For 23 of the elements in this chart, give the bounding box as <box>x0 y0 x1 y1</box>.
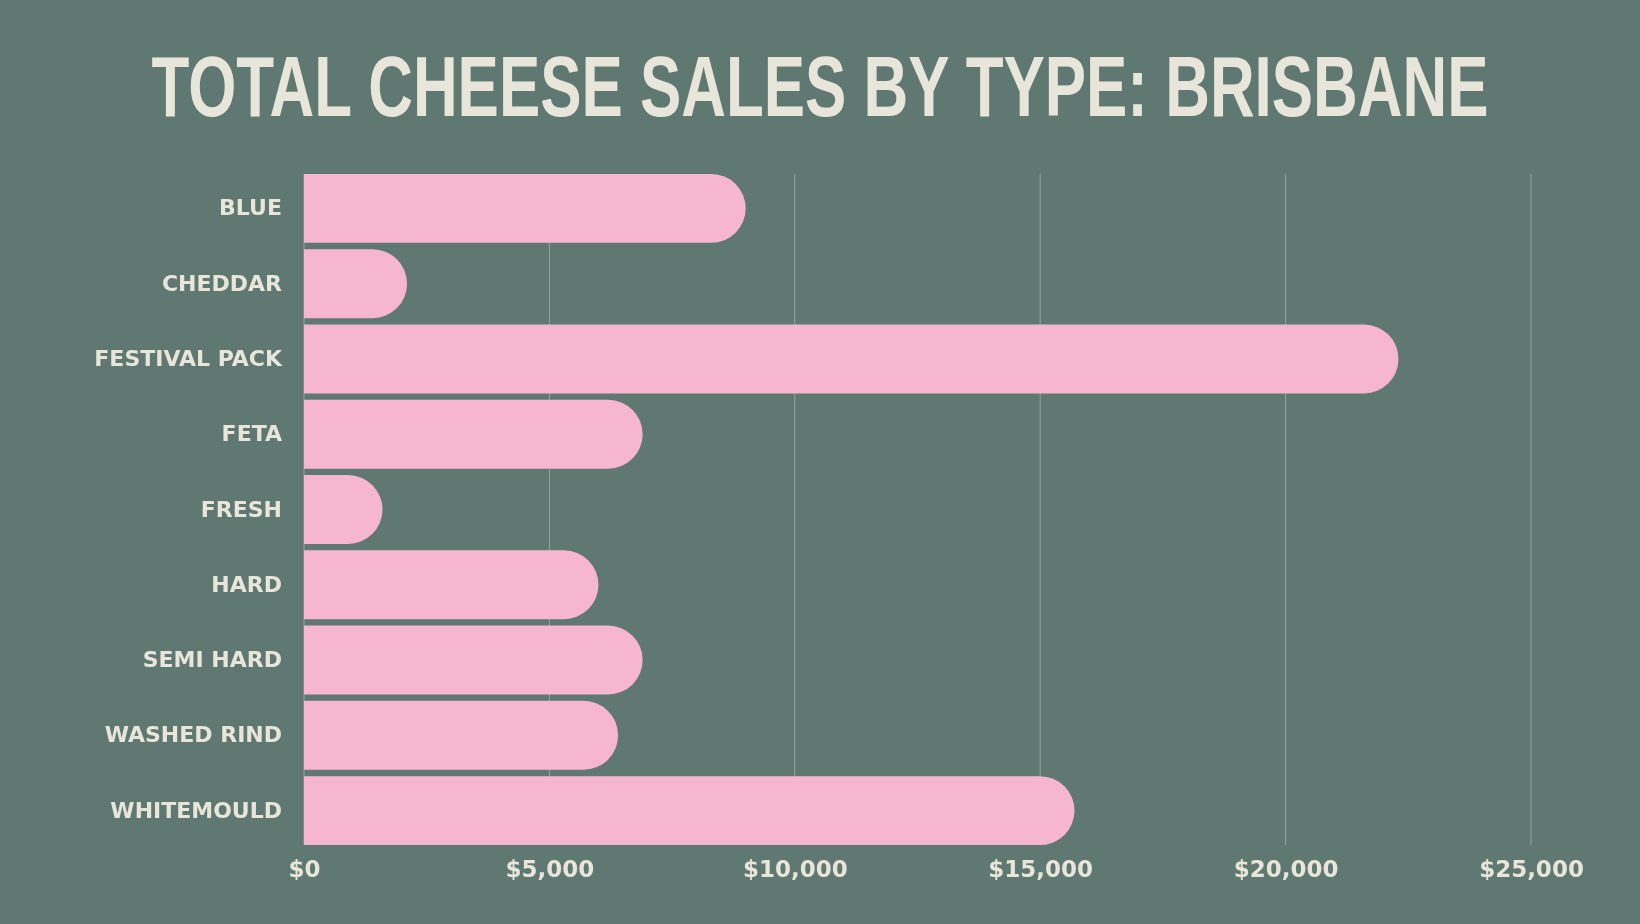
chart-title: TOTAL CHEESE SALES BY TYPE: BRISBANE <box>151 37 1489 135</box>
bar <box>304 625 643 695</box>
y-tick-label: WHITEMOULD <box>110 797 282 823</box>
y-tick-label: WASHED RIND <box>104 722 282 748</box>
y-tick-label: FRESH <box>200 496 282 522</box>
y-tick-label: HARD <box>211 571 282 597</box>
x-tick-label: $15,000 <box>988 856 1094 883</box>
bar <box>304 324 1399 394</box>
bar <box>304 550 599 620</box>
y-tick-label: BLUE <box>219 195 282 221</box>
x-tick-label: $10,000 <box>742 856 848 883</box>
x-tick-label: $20,000 <box>1233 856 1339 883</box>
x-tick-label: $5,000 <box>505 856 595 883</box>
bar <box>304 776 1075 845</box>
bar <box>304 700 619 770</box>
x-tick-label: $0 <box>288 856 321 883</box>
x-tick-label: $25,000 <box>1479 856 1584 883</box>
bar <box>304 174 746 243</box>
y-tick-label: SEMI HARD <box>142 647 282 673</box>
bar <box>304 399 643 469</box>
y-tick-label: FESTIVAL PACK <box>94 346 283 372</box>
y-tick-label: CHEDDAR <box>161 270 283 296</box>
y-tick-label: FETA <box>221 421 282 447</box>
